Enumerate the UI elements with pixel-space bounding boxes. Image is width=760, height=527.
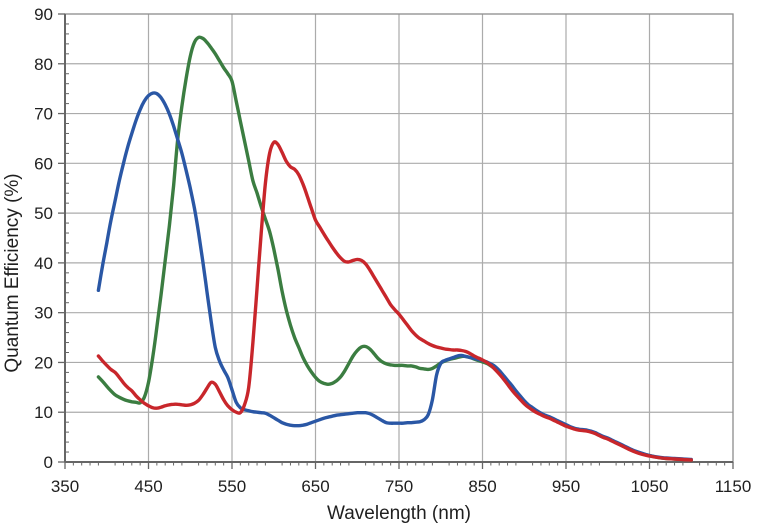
y-tick-label: 30 [34, 304, 53, 323]
y-tick-label: 40 [34, 254, 53, 273]
y-tick-label: 90 [34, 5, 53, 24]
x-tick-label: 1150 [715, 477, 752, 496]
x-tick-label: 950 [552, 477, 580, 496]
x-tick-label: 1050 [631, 477, 669, 496]
y-axis-title: Quantum Efficiency (%) [2, 173, 23, 372]
x-tick-label: 650 [301, 477, 329, 496]
x-tick-label: 350 [51, 477, 79, 496]
x-tick-label: 750 [385, 477, 413, 496]
x-tick-label: 850 [468, 477, 496, 496]
red-channel-curve [96, 140, 693, 462]
x-tick-label: 550 [218, 477, 246, 496]
y-tick-label: 50 [34, 204, 53, 223]
y-tick-label: 0 [44, 453, 53, 472]
y-tick-label: 10 [34, 403, 53, 422]
y-tick-label: 70 [34, 105, 53, 124]
x-axis-title: Wavelength (nm) [327, 503, 471, 524]
y-tick-label: 80 [34, 55, 53, 74]
x-tick-label: 450 [134, 477, 162, 496]
y-tick-label: 20 [34, 353, 53, 372]
y-tick-label: 60 [34, 154, 53, 173]
